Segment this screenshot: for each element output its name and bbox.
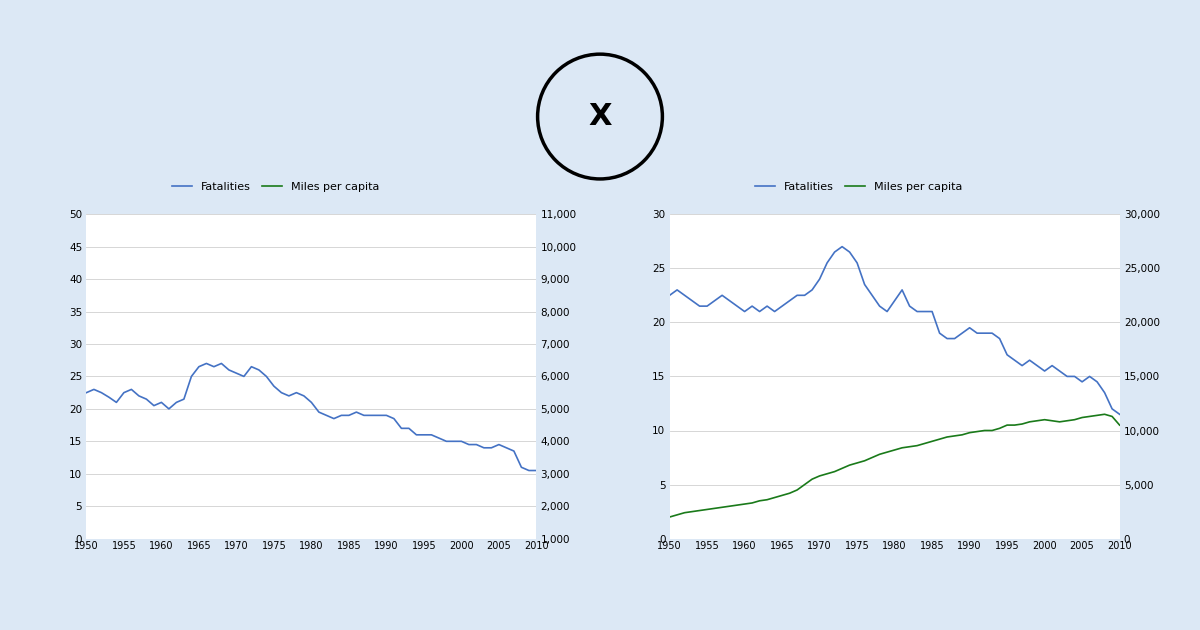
Legend: Fatalities, Miles per capita: Fatalities, Miles per capita [167,178,384,197]
Legend: Fatalities, Miles per capita: Fatalities, Miles per capita [750,178,967,197]
Text: X: X [588,102,612,131]
